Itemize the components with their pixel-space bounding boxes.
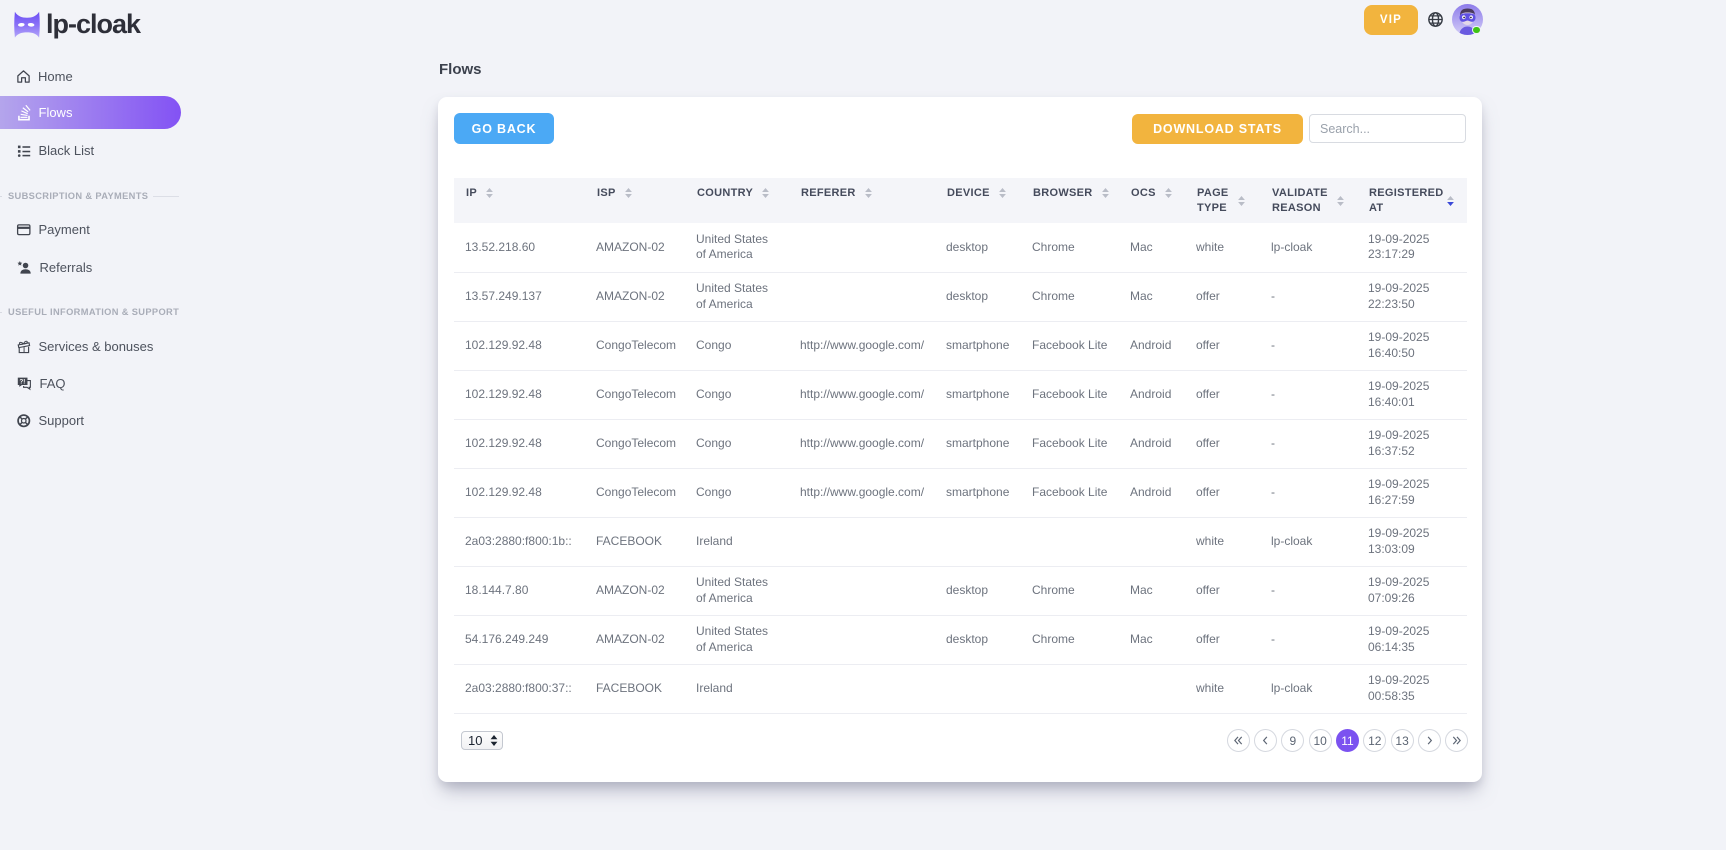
svg-text:?!: ?! xyxy=(19,378,25,385)
